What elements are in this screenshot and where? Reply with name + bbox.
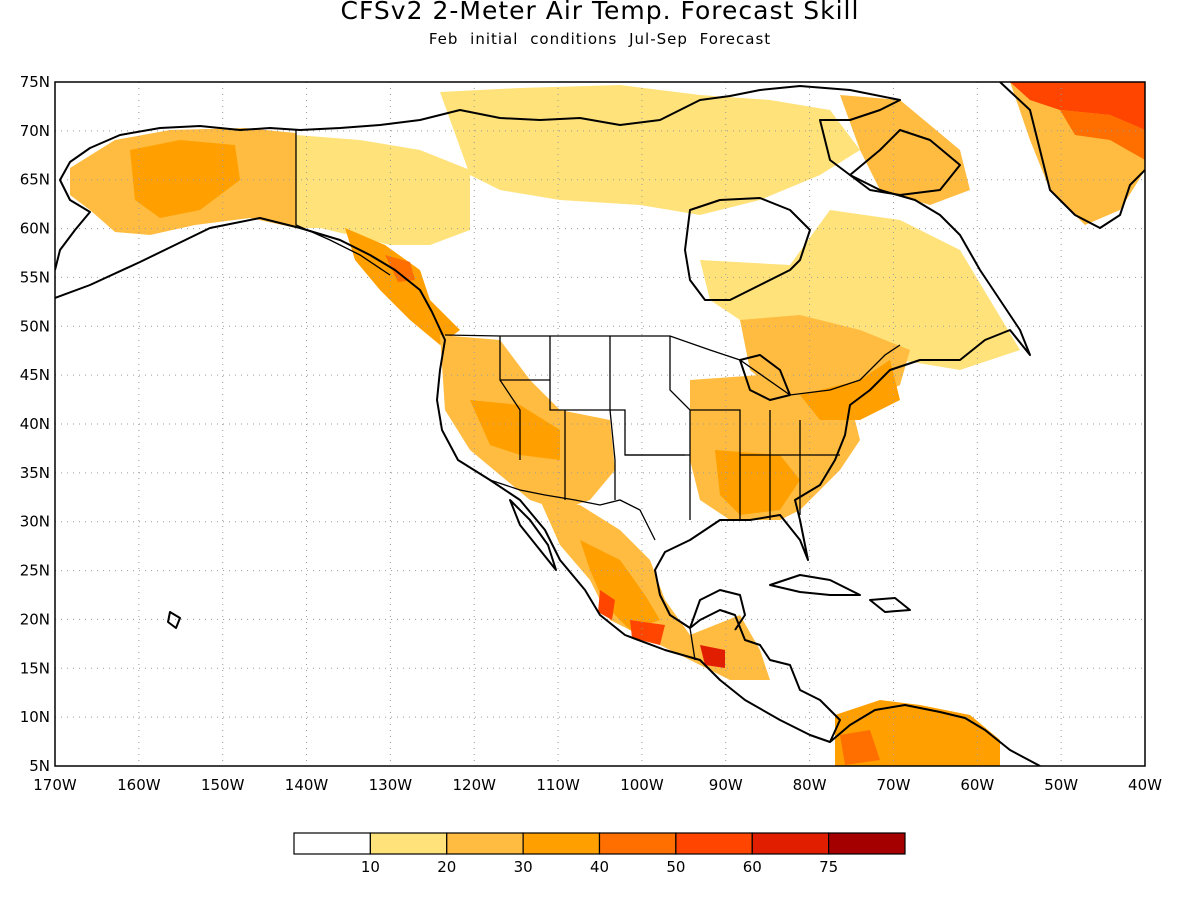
- political-borders: [295, 130, 901, 661]
- lon-tick-label: 70W: [877, 776, 911, 794]
- colorbar-box: [598, 832, 677, 855]
- longitude-labels: 170W 160W 150W 140W 130W 120W 110W 100W 90W 80W 70…: [33, 776, 1162, 794]
- lon-tick-label: 170W: [33, 776, 77, 794]
- lon-tick-label: 120W: [452, 776, 496, 794]
- shade-hudson-east: [700, 210, 1020, 370]
- coast-cuba: [769, 574, 861, 596]
- coast-yucatan: [689, 589, 746, 631]
- lon-tick-label: 90W: [709, 776, 743, 794]
- shade-northeast: [800, 360, 900, 420]
- shade-greenland-core: [1060, 110, 1145, 160]
- shade-bc-hot: [385, 255, 415, 282]
- lon-tick-label: 140W: [285, 776, 329, 794]
- lon-tick-label: 40W: [1128, 776, 1162, 794]
- coast-north-america: [55, 85, 1031, 743]
- lat-tick-label: 45N: [20, 366, 50, 384]
- border-us-states-central: [625, 336, 840, 520]
- coast-hudson-bay: [684, 197, 811, 301]
- lon-tick-label: 60W: [960, 776, 994, 794]
- shade-mexico-core: [580, 540, 660, 630]
- coast-hawaii: [167, 611, 181, 629]
- colorbar-box: [675, 832, 753, 855]
- colorbar-box: [751, 832, 830, 855]
- map-gridlines: [55, 82, 1145, 766]
- shade-south-america-hot: [840, 730, 880, 765]
- map-plot-area: [55, 82, 1145, 766]
- lat-tick-label: 55N: [20, 268, 50, 286]
- lat-tick-label: 5N: [29, 757, 50, 775]
- skill-shading: [70, 82, 1145, 766]
- lat-tick-label: 15N: [20, 659, 50, 677]
- colorbar-label: 40: [590, 858, 609, 876]
- colorbar-box: [522, 832, 601, 855]
- coast-greenland: [999, 82, 1145, 229]
- lon-tick-label: 110W: [536, 776, 580, 794]
- colorbar-label: 20: [437, 858, 456, 876]
- coastlines: [55, 82, 1145, 766]
- shade-mexico-south-hot: [630, 620, 665, 645]
- colorbar-label: 30: [514, 858, 533, 876]
- lon-tick-label: 160W: [117, 776, 161, 794]
- map-title: CFSv2 2-Meter Air Temp. Forecast Skill: [340, 0, 860, 25]
- lat-tick-label: 70N: [20, 122, 50, 140]
- shade-nevada: [470, 400, 560, 460]
- border-mexico-guatemala: [689, 627, 696, 661]
- shade-mexico-hot: [598, 590, 615, 620]
- border-us-states-west: [499, 336, 685, 500]
- lon-tick-label: 80W: [793, 776, 827, 794]
- lat-tick-label: 25N: [20, 562, 50, 580]
- lat-tick-label: 30N: [20, 513, 50, 531]
- shade-southeast: [715, 450, 800, 515]
- lat-tick-label: 65N: [20, 171, 50, 189]
- shade-greenland-hot: [1010, 82, 1145, 130]
- colorbar: 10 20 30 40 50 60 75: [293, 832, 906, 876]
- colorbar-box: [293, 832, 371, 855]
- coast-gulf-california: [509, 499, 557, 571]
- colorbar-box: [446, 832, 524, 855]
- map-subtitle: Feb initial conditions Jul-Sep Forecast: [428, 30, 772, 48]
- coast-baffin: [849, 129, 961, 196]
- lon-tick-label: 100W: [620, 776, 664, 794]
- lon-tick-label: 50W: [1044, 776, 1078, 794]
- shade-canada-arctic: [440, 85, 860, 215]
- lon-tick-label: 150W: [201, 776, 245, 794]
- lat-tick-label: 60N: [20, 220, 50, 238]
- coast-south-america: [829, 704, 1041, 766]
- colorbar-box: [828, 832, 906, 855]
- border-us-mexico: [489, 479, 656, 541]
- shade-alaska-core: [130, 140, 240, 218]
- coast-hispaniola: [869, 597, 911, 613]
- shade-arctic-islands: [840, 95, 970, 205]
- map-frame: [54, 81, 1146, 767]
- lat-tick-label: 40N: [20, 415, 50, 433]
- colorbar-label: 10: [361, 858, 380, 876]
- border-alaska-canada: [295, 130, 391, 276]
- shade-yukon: [296, 135, 470, 245]
- latitude-labels: 75N 70N 65N 60N 55N 50N 45N 40N 35N 30N 25N 20N 15N 1…: [20, 73, 50, 775]
- lat-tick-label: 10N: [20, 708, 50, 726]
- lat-tick-label: 50N: [20, 317, 50, 335]
- shade-central-america-hot: [700, 645, 725, 668]
- lon-tick-label: 130W: [369, 776, 413, 794]
- colorbar-label: 50: [666, 858, 685, 876]
- colorbar-label: 75: [819, 858, 838, 876]
- colorbar-label: 60: [743, 858, 762, 876]
- lat-tick-label: 35N: [20, 464, 50, 482]
- colorbar-box: [369, 832, 448, 855]
- lat-tick-label: 75N: [20, 73, 50, 91]
- shade-mexico: [540, 500, 770, 680]
- lat-tick-label: 20N: [20, 610, 50, 628]
